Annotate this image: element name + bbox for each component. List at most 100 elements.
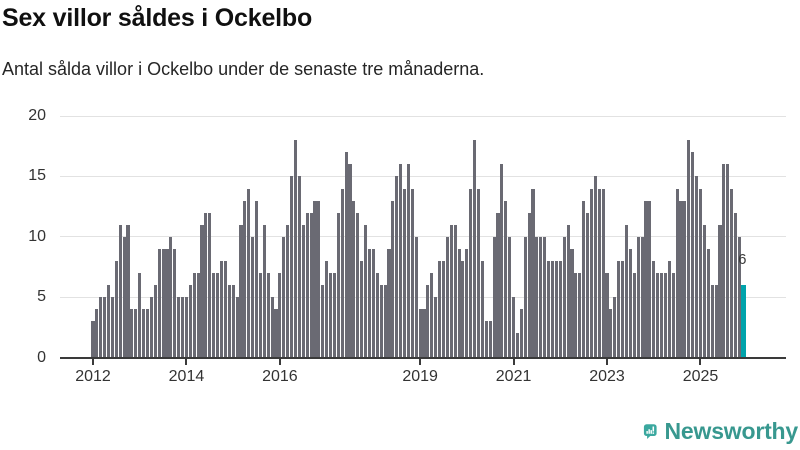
bar [512,297,516,358]
bar [558,260,562,358]
bar [122,236,126,358]
bar [231,285,235,358]
x-axis-tick-label: 2025 [682,368,719,385]
bar [566,224,570,358]
bar [652,260,656,358]
bar [371,248,375,358]
y-gridline [60,236,786,238]
x-axis-tick-label: 2019 [402,368,438,385]
bar [667,260,671,358]
x-axis-line [60,356,786,359]
bar [722,164,726,358]
newsworthy-speech-bubble-bar-chart-icon [643,424,657,439]
bar [449,224,453,358]
bar [212,273,216,358]
bar [500,164,504,358]
bar [640,236,644,358]
bar [325,260,329,358]
bar [367,248,372,358]
bar [387,248,391,358]
bar [340,188,344,358]
bar [344,152,348,358]
bar [547,260,551,358]
bar [504,200,508,358]
bar [730,188,734,358]
bar [453,224,457,358]
x-axis-tick-label: 2021 [495,368,532,385]
bar [492,236,496,358]
bar [539,236,543,358]
bar [243,200,247,358]
bar [515,333,519,358]
bar [406,164,410,358]
y-axis-tick-label: 15 [28,167,46,185]
bar [258,273,262,358]
bar [364,224,368,358]
bar [426,285,430,358]
bar [107,285,111,358]
bar [239,224,243,358]
bar [188,285,192,358]
bar [628,248,632,358]
bar [496,212,500,358]
bar [476,188,481,358]
bar [332,273,336,358]
bar [192,273,196,358]
bar [687,140,691,358]
bar [531,188,535,358]
bar [593,176,597,358]
bar [624,224,629,358]
bar [348,164,352,358]
bar [461,260,465,358]
y-gridline [60,296,786,298]
bar [402,188,407,358]
bar [157,248,161,358]
bar [247,188,251,358]
bar [145,309,150,358]
bar [488,321,492,358]
x-axis-tick [512,358,515,365]
bar [473,140,477,358]
bar [663,273,667,358]
bar [352,200,356,358]
bar [103,297,107,358]
bar [95,309,99,358]
bar [438,260,442,358]
x-axis-tick [278,358,281,365]
bar [321,285,325,358]
bar [410,188,414,358]
y-axis-tick-label: 5 [37,288,46,306]
bar [422,309,426,358]
chart-subtitle: Antal sålda villor i Ockelbo under de se… [2,59,485,79]
bar [336,212,340,358]
bar [660,273,664,358]
bar [356,212,360,358]
bar [418,309,422,358]
bar [274,309,278,358]
bar [360,260,364,358]
x-axis-tick-label: 2014 [168,368,205,385]
bar [597,188,601,358]
bar [679,200,683,358]
bar [266,273,270,358]
x-axis-tick [606,358,609,365]
bar [142,309,146,358]
bar [114,260,118,358]
highlight-bar [741,285,746,358]
bar [718,224,722,358]
bar [698,188,703,358]
newsworthy-logo[interactable]: Newsworthy [643,415,798,448]
bar [126,224,130,358]
bar [465,248,469,358]
bar [278,273,282,358]
bar [726,164,730,358]
bar [527,212,531,358]
bar [702,224,706,358]
page-title: Sex villor såldes i Ockelbo [2,4,313,32]
y-gridline [60,175,786,177]
bar [130,309,134,358]
bar [469,188,473,358]
bar [216,273,220,358]
x-axis-tick-label: 2023 [589,368,625,385]
